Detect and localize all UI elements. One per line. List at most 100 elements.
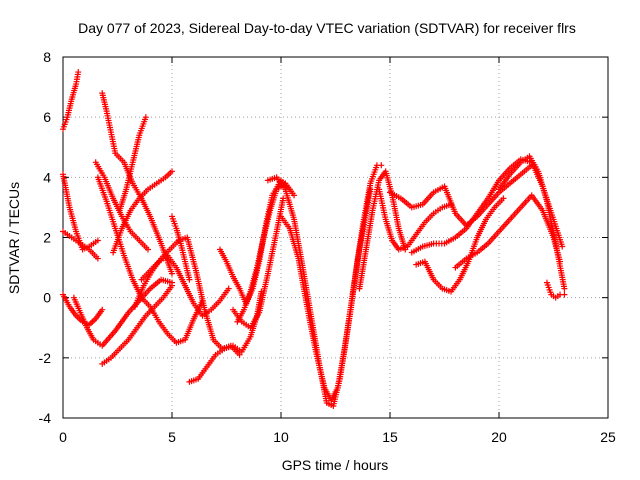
series-trace-segment bbox=[423, 212, 435, 224]
series-trace-segment bbox=[519, 194, 534, 209]
series-trace-segment bbox=[118, 338, 130, 351]
series-trace-segment bbox=[95, 176, 109, 203]
y-tick-label: 6 bbox=[43, 109, 51, 125]
series-trace-segment bbox=[169, 215, 179, 230]
data-point bbox=[145, 246, 152, 253]
series-trace-segment bbox=[104, 200, 118, 230]
y-tick-label: 4 bbox=[43, 169, 51, 185]
series-trace-segment bbox=[397, 244, 409, 252]
series-trace-segment bbox=[130, 134, 142, 164]
data-point bbox=[94, 255, 101, 262]
series-trace-segment bbox=[71, 296, 83, 314]
series-trace-segment bbox=[383, 218, 395, 242]
series-trace-segment bbox=[73, 71, 81, 85]
series-trace-segment bbox=[363, 188, 373, 215]
series-trace-segment bbox=[389, 190, 402, 201]
series-trace-segment bbox=[422, 260, 436, 281]
series-trace-segment bbox=[441, 286, 452, 294]
x-tick-label: 20 bbox=[491, 429, 507, 445]
data-point bbox=[225, 285, 232, 292]
series-trace-segment bbox=[497, 218, 512, 233]
series-trace-segment bbox=[508, 157, 522, 170]
x-axis-label: GPS time / hours bbox=[282, 457, 389, 473]
series-trace-segment bbox=[376, 188, 389, 221]
series-trace-segment bbox=[173, 227, 184, 245]
data-point bbox=[169, 270, 175, 277]
series-trace-segment bbox=[442, 185, 458, 215]
data-point bbox=[561, 291, 568, 298]
series-1 bbox=[60, 69, 82, 133]
series-trace-segment bbox=[129, 197, 141, 212]
series-trace-segment bbox=[100, 329, 117, 348]
series-trace-segment bbox=[109, 347, 121, 360]
series-trace-segment bbox=[449, 278, 462, 293]
x-tick-label: 10 bbox=[273, 429, 289, 445]
series-trace-segment bbox=[313, 351, 328, 389]
series-trace-segment bbox=[231, 275, 242, 290]
series-trace-segment bbox=[465, 250, 479, 261]
series-trace-segment bbox=[486, 191, 501, 206]
series-trace-segment bbox=[519, 154, 531, 164]
series-trace-segment bbox=[410, 244, 424, 255]
series-trace-segment bbox=[123, 161, 136, 191]
series-trace-segment bbox=[214, 347, 226, 357]
series-trace-segment bbox=[99, 92, 110, 112]
series-trace-segment bbox=[161, 284, 174, 299]
series-trace-segment bbox=[432, 184, 446, 195]
series-trace-segment bbox=[60, 116, 70, 130]
series-trace-segment bbox=[295, 257, 310, 308]
series-trace-segment bbox=[168, 239, 180, 251]
series-trace-segment bbox=[119, 209, 133, 230]
series-trace-segment bbox=[101, 356, 112, 366]
series-trace-segment bbox=[193, 269, 208, 311]
series-trace-segment bbox=[329, 386, 340, 401]
data-markers bbox=[60, 69, 568, 409]
series-trace-segment bbox=[67, 305, 78, 317]
x-tick-label: 25 bbox=[600, 429, 616, 445]
series-trace-segment bbox=[205, 353, 218, 368]
series-trace-segment bbox=[389, 194, 402, 230]
series-trace-segment bbox=[74, 314, 84, 324]
series-trace-segment bbox=[476, 242, 490, 255]
y-axis-label: SDTVAR / TECUs bbox=[6, 182, 22, 294]
series-trace-segment bbox=[254, 236, 267, 269]
series-trace-segment bbox=[92, 338, 104, 348]
series-24 bbox=[413, 195, 507, 295]
y-tick-label: -2 bbox=[39, 350, 52, 366]
series-trace-segment bbox=[147, 181, 158, 191]
series-trace-segment bbox=[184, 236, 199, 272]
series-trace-segment bbox=[209, 299, 222, 311]
series-trace-segment bbox=[188, 376, 199, 385]
data-point bbox=[94, 237, 101, 244]
series-trace-segment bbox=[218, 248, 229, 263]
series-trace-segment bbox=[325, 400, 335, 408]
series-trace-segment bbox=[441, 202, 452, 210]
data-point bbox=[291, 192, 298, 199]
series-trace-segment bbox=[157, 320, 170, 335]
series-trace-segment bbox=[248, 311, 261, 329]
axis-ticks: 0 5 10 15 20 25 -4 -2 0 2 4 6 8 bbox=[39, 49, 616, 445]
series-trace-segment bbox=[192, 302, 205, 317]
series-trace-segment bbox=[62, 229, 73, 239]
series-trace-segment bbox=[433, 240, 445, 247]
series-trace-segment bbox=[341, 308, 354, 353]
series-trace-segment bbox=[61, 293, 72, 308]
series-trace-segment bbox=[493, 197, 505, 209]
series-trace-segment bbox=[240, 320, 252, 330]
series-trace-segment bbox=[390, 239, 401, 251]
data-point bbox=[559, 243, 566, 250]
series-trace-segment bbox=[160, 277, 173, 286]
series-trace-segment bbox=[356, 248, 369, 290]
series-11 bbox=[116, 114, 149, 214]
series-trace-segment bbox=[69, 83, 79, 100]
series-trace-segment bbox=[140, 269, 152, 281]
y-tick-label: 2 bbox=[43, 230, 51, 246]
series-trace-segment bbox=[508, 161, 523, 176]
series-trace-segment bbox=[149, 278, 163, 291]
x-tick-label: 0 bbox=[59, 429, 67, 445]
series-trace-segment bbox=[138, 239, 150, 251]
series-trace-segment bbox=[457, 260, 471, 281]
series-trace-segment bbox=[135, 314, 148, 329]
series-trace-segment bbox=[275, 181, 287, 191]
